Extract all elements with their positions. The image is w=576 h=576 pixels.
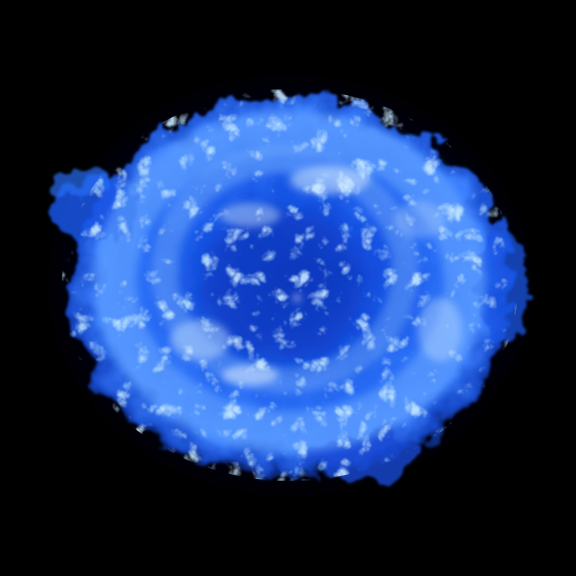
bright-knots xyxy=(170,166,462,385)
filament-texture xyxy=(62,89,518,481)
